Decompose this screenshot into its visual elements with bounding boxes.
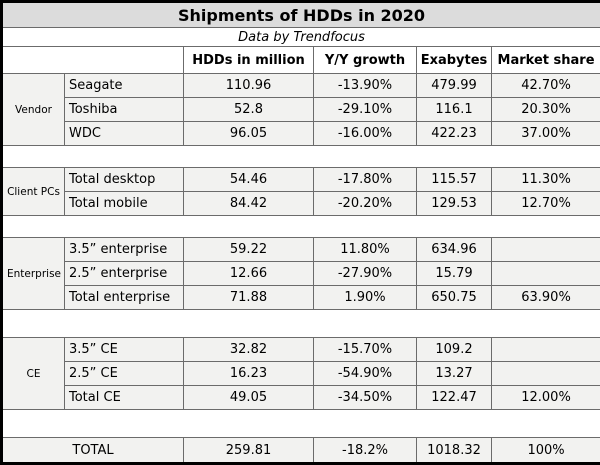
total-share-value: 100% bbox=[492, 438, 600, 464]
share-value: 12.00% bbox=[492, 386, 600, 410]
table-row-total-enterprise: Total enterprise 71.88 1.90% 650.75 63.9… bbox=[2, 286, 600, 310]
share-value bbox=[492, 338, 600, 362]
growth-value: -20.20% bbox=[314, 192, 417, 216]
table-row-25-enterprise: 2.5” enterprise 12.66 -27.90% 15.79 bbox=[2, 262, 600, 286]
hdds-value: 54.46 bbox=[184, 168, 314, 192]
exabytes-value: 634.96 bbox=[417, 238, 492, 262]
exabytes-value: 650.75 bbox=[417, 286, 492, 310]
growth-value: -15.70% bbox=[314, 338, 417, 362]
total-growth-value: -18.2% bbox=[314, 438, 417, 464]
group-label-vendor: Vendor bbox=[2, 74, 65, 146]
table-header-row: HDDs in million Y/Y growth Exabytes Mark… bbox=[2, 47, 600, 74]
row-label: Total desktop bbox=[65, 168, 184, 192]
hdds-value: 110.96 bbox=[184, 74, 314, 98]
column-header-hdds-in-million: HDDs in million bbox=[184, 47, 314, 74]
exabytes-value: 129.53 bbox=[417, 192, 492, 216]
row-label: 2.5” CE bbox=[65, 362, 184, 386]
total-exabytes-value: 1018.32 bbox=[417, 438, 492, 464]
share-value: 12.70% bbox=[492, 192, 600, 216]
table-row-total: TOTAL 259.81 -18.2% 1018.32 100% bbox=[2, 438, 600, 464]
table-row-total-mobile: Total mobile 84.42 -20.20% 129.53 12.70% bbox=[2, 192, 600, 216]
table-row-35-ce: CE 3.5” CE 32.82 -15.70% 109.2 bbox=[2, 338, 600, 362]
group-label-enterprise: Enterprise bbox=[2, 238, 65, 310]
growth-value: -17.80% bbox=[314, 168, 417, 192]
data-source-subtitle: Data by Trendfocus bbox=[2, 28, 600, 47]
section-separator bbox=[2, 146, 600, 168]
column-header-market-share: Market share bbox=[492, 47, 600, 74]
growth-value: -27.90% bbox=[314, 262, 417, 286]
row-label: Total mobile bbox=[65, 192, 184, 216]
table-row-25-ce: 2.5” CE 16.23 -54.90% 13.27 bbox=[2, 362, 600, 386]
share-value: 11.30% bbox=[492, 168, 600, 192]
growth-value: 11.80% bbox=[314, 238, 417, 262]
table-row-seagate: Vendor Seagate 110.96 -13.90% 479.99 42.… bbox=[2, 74, 600, 98]
row-label: 3.5” CE bbox=[65, 338, 184, 362]
column-header-exabytes: Exabytes bbox=[417, 47, 492, 74]
hdds-value: 84.42 bbox=[184, 192, 314, 216]
row-label: Toshiba bbox=[65, 98, 184, 122]
exabytes-value: 122.47 bbox=[417, 386, 492, 410]
share-value bbox=[492, 238, 600, 262]
group-label-ce: CE bbox=[2, 338, 65, 410]
table-row-35-enterprise: Enterprise 3.5” enterprise 59.22 11.80% … bbox=[2, 238, 600, 262]
share-value: 63.90% bbox=[492, 286, 600, 310]
exabytes-value: 13.27 bbox=[417, 362, 492, 386]
column-header-yy-growth: Y/Y growth bbox=[314, 47, 417, 74]
table-title-row: Shipments of HDDs in 2020 bbox=[2, 2, 600, 28]
table-row-total-desktop: Client PCs Total desktop 54.46 -17.80% 1… bbox=[2, 168, 600, 192]
row-label: 3.5” enterprise bbox=[65, 238, 184, 262]
hdds-value: 12.66 bbox=[184, 262, 314, 286]
table-row-wdc: WDC 96.05 -16.00% 422.23 37.00% bbox=[2, 122, 600, 146]
row-label: Total CE bbox=[65, 386, 184, 410]
section-separator bbox=[2, 216, 600, 238]
hdds-value: 16.23 bbox=[184, 362, 314, 386]
row-label: Total enterprise bbox=[65, 286, 184, 310]
hdds-value: 71.88 bbox=[184, 286, 314, 310]
growth-value: -54.90% bbox=[314, 362, 417, 386]
row-label: WDC bbox=[65, 122, 184, 146]
total-label: TOTAL bbox=[2, 438, 184, 464]
share-value: 37.00% bbox=[492, 122, 600, 146]
growth-value: -34.50% bbox=[314, 386, 417, 410]
share-value bbox=[492, 362, 600, 386]
row-label: Seagate bbox=[65, 74, 184, 98]
page-title: Shipments of HDDs in 2020 bbox=[2, 2, 600, 28]
share-value: 20.30% bbox=[492, 98, 600, 122]
growth-value: -29.10% bbox=[314, 98, 417, 122]
hdds-value: 52.8 bbox=[184, 98, 314, 122]
section-separator bbox=[2, 410, 600, 438]
share-value bbox=[492, 262, 600, 286]
exabytes-value: 479.99 bbox=[417, 74, 492, 98]
group-label-client-pcs: Client PCs bbox=[2, 168, 65, 216]
hdds-value: 49.05 bbox=[184, 386, 314, 410]
total-hdds-value: 259.81 bbox=[184, 438, 314, 464]
exabytes-value: 109.2 bbox=[417, 338, 492, 362]
table-row-total-ce: Total CE 49.05 -34.50% 122.47 12.00% bbox=[2, 386, 600, 410]
growth-value: 1.90% bbox=[314, 286, 417, 310]
exabytes-value: 116.1 bbox=[417, 98, 492, 122]
row-label: 2.5” enterprise bbox=[65, 262, 184, 286]
exabytes-value: 422.23 bbox=[417, 122, 492, 146]
separator-cell bbox=[2, 216, 600, 238]
hdds-value: 32.82 bbox=[184, 338, 314, 362]
hdds-value: 59.22 bbox=[184, 238, 314, 262]
separator-cell bbox=[2, 410, 600, 438]
share-value: 42.70% bbox=[492, 74, 600, 98]
table-row-toshiba: Toshiba 52.8 -29.10% 116.1 20.30% bbox=[2, 98, 600, 122]
corner-cell bbox=[2, 47, 184, 74]
exabytes-value: 115.57 bbox=[417, 168, 492, 192]
exabytes-value: 15.79 bbox=[417, 262, 492, 286]
growth-value: -16.00% bbox=[314, 122, 417, 146]
hdds-value: 96.05 bbox=[184, 122, 314, 146]
table-subtitle-row: Data by Trendfocus bbox=[2, 28, 600, 47]
section-separator bbox=[2, 310, 600, 338]
growth-value: -13.90% bbox=[314, 74, 417, 98]
separator-cell bbox=[2, 310, 600, 338]
separator-cell bbox=[2, 146, 600, 168]
